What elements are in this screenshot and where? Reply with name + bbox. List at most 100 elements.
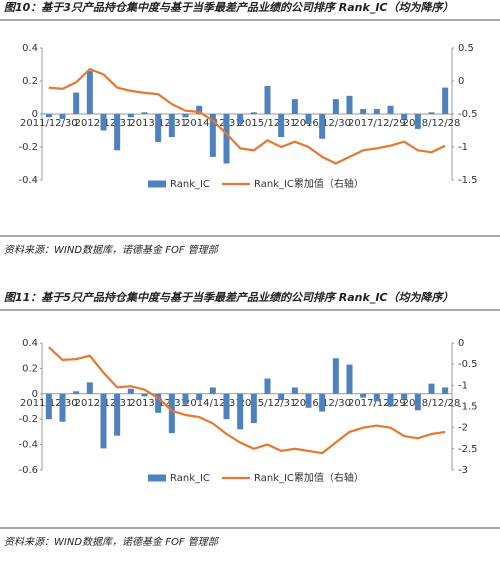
source-note: 资料来源：WIND数据库，诺德基金 FOF 管理部 (4, 244, 220, 256)
y-tick-label: 0.2 (22, 76, 38, 87)
y-tick-label: -0.2 (18, 142, 38, 153)
bar (373, 393, 380, 402)
bar (291, 99, 298, 114)
y2-tick-label: 0 (458, 76, 464, 87)
bar (168, 393, 175, 434)
y-tick-label: 0.2 (22, 363, 38, 374)
bar (45, 393, 52, 420)
y2-tick-label: 0 (458, 338, 464, 349)
bar (45, 114, 52, 118)
bar (100, 114, 107, 131)
y-tick-label: -0.6 (18, 465, 38, 476)
line (48, 346, 446, 455)
x-tick-label: 2011/12/30 (20, 118, 78, 129)
y-tick-label: 0 (32, 389, 38, 400)
bar (319, 114, 326, 139)
bar (360, 393, 367, 398)
bar (264, 378, 271, 394)
bar (401, 393, 408, 399)
bar (209, 387, 216, 394)
bar (127, 114, 134, 118)
x-tick-label: 2018/12/28 (403, 398, 461, 409)
legend-label: Rank_IC累加值（右轴） (254, 177, 364, 190)
bar (387, 105, 394, 114)
y-tick-label: 0.4 (22, 43, 38, 54)
x-tick-label: 2015/12/31 (239, 398, 297, 409)
bar (209, 114, 216, 157)
source-note: 资料来源：WIND数据库，诺德基金 FOF 管理部 (4, 536, 220, 548)
bar (59, 114, 66, 119)
y-tick-label: -0.2 (18, 414, 38, 425)
bar (278, 114, 285, 138)
bar (168, 114, 175, 138)
bar (250, 393, 257, 424)
bar (182, 393, 189, 404)
bar (100, 393, 107, 449)
bar (250, 112, 257, 114)
figure-title: 图10：基于3只产品持仓集中度与基于当季最差产品业绩的公司排序 Rank_IC（… (4, 1, 454, 14)
y2-tick-label: -2.5 (458, 444, 478, 455)
y2-tick-label: -1 (458, 142, 468, 153)
bar (360, 109, 367, 114)
x-tick-label: 2014/12/31 (184, 398, 242, 409)
bar (346, 364, 353, 394)
bar (86, 382, 93, 394)
bar (59, 393, 66, 422)
y2-tick-label: -1 (458, 380, 468, 391)
bar (155, 114, 162, 143)
bar (141, 393, 148, 397)
y-tick-label: -0.4 (18, 440, 38, 451)
bar (428, 112, 435, 114)
y2-tick-label: -3 (458, 465, 468, 476)
bar (155, 393, 162, 413)
bar (387, 393, 394, 407)
bar (73, 391, 80, 394)
bar (237, 393, 244, 430)
bar (223, 114, 230, 164)
bar (223, 393, 230, 420)
y2-tick-label: -2 (458, 423, 468, 434)
bar (346, 95, 353, 114)
y2-tick-label: -0.5 (458, 109, 478, 120)
x-tick-label: 2015/12/31 (239, 118, 297, 129)
bar (86, 71, 93, 114)
bar (196, 105, 203, 114)
bar (305, 114, 312, 124)
bar (114, 114, 121, 151)
legend-swatch (148, 180, 166, 188)
y-tick-label: 0.4 (22, 338, 38, 349)
legend-swatch (148, 474, 166, 482)
legend-label: Rank_IC (170, 473, 210, 484)
bar (114, 393, 121, 436)
bar (414, 393, 421, 411)
bar (291, 387, 298, 394)
x-tick-label: 2018/12/28 (403, 118, 461, 129)
bar (141, 112, 148, 114)
bar (182, 114, 189, 118)
bar (373, 109, 380, 114)
bar (332, 358, 339, 394)
x-tick-label: 2017/12/29 (348, 398, 406, 409)
bar (237, 114, 244, 124)
legend-label: Rank_IC累加值（右轴） (254, 471, 364, 484)
bar (414, 114, 421, 129)
y-tick-label: -0.4 (18, 175, 38, 186)
bar (196, 393, 203, 401)
y-tick-label: 0 (32, 109, 38, 120)
bar (401, 114, 408, 119)
y2-tick-label: -1.5 (458, 175, 478, 186)
y2-tick-label: -1.5 (458, 402, 478, 413)
y2-tick-label: -0.5 (458, 359, 478, 370)
bar (332, 99, 339, 114)
y2-tick-label: 0.5 (458, 43, 474, 54)
bar (278, 393, 285, 401)
legend-label: Rank_IC (170, 179, 210, 190)
line (48, 67, 446, 165)
bar (127, 388, 134, 394)
bar (442, 87, 449, 114)
bar (319, 393, 326, 412)
bar (264, 85, 271, 114)
x-tick-label: 2017/12/29 (348, 118, 406, 129)
figure-title: 图11：基于5只产品持仓集中度与基于当季最差产品业绩的公司排序 Rank_IC（… (4, 291, 454, 304)
